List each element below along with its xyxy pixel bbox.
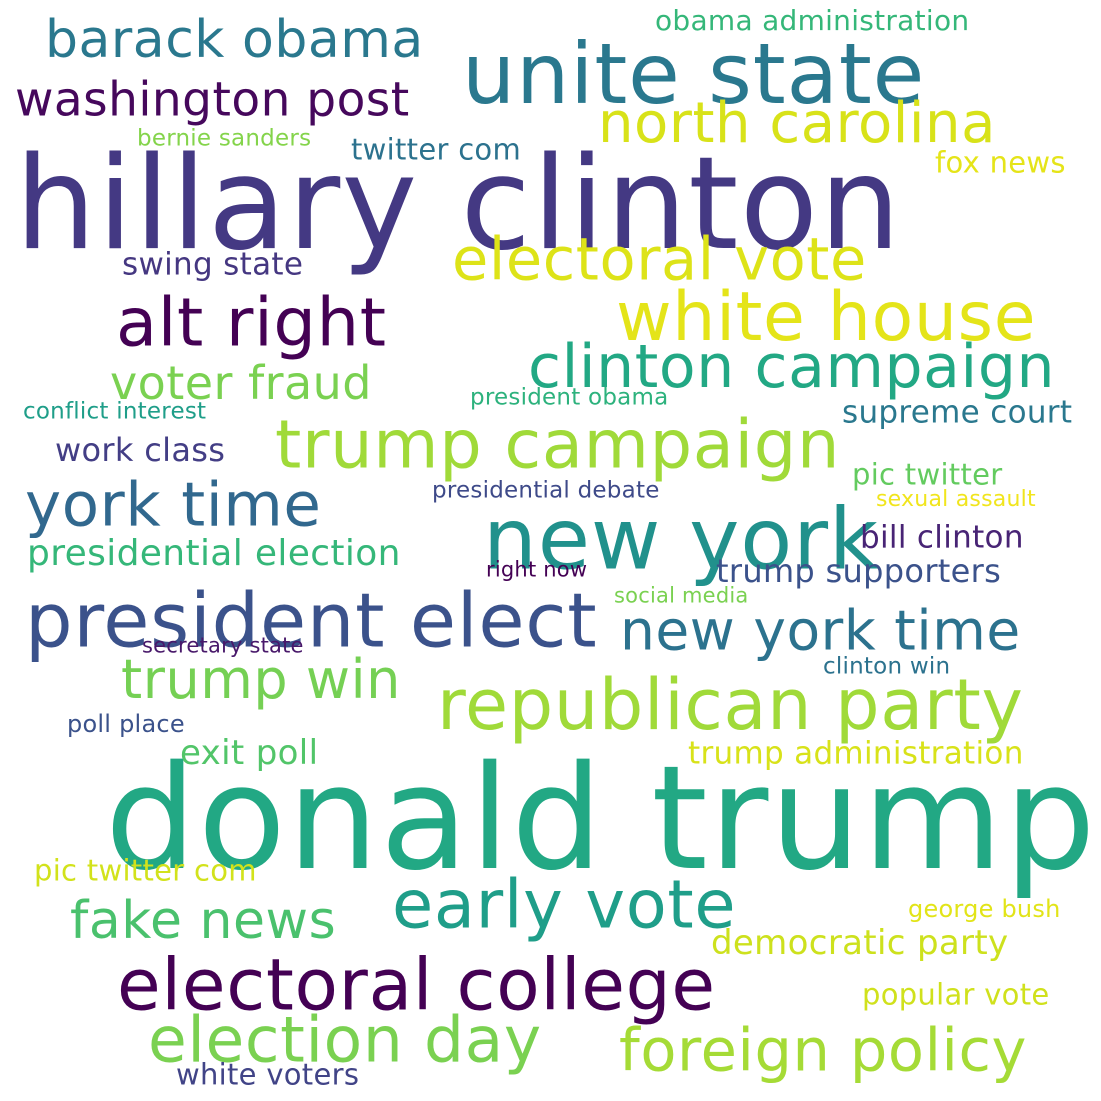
word-trump-campaign: trump campaign <box>275 405 841 484</box>
word-white-house: white house <box>616 278 1037 357</box>
word-right-now: right now <box>486 557 588 582</box>
word-election-day: election day <box>148 1003 542 1077</box>
word-hillary-clinton: hillary clinton <box>15 130 902 279</box>
word-voter-fraud: voter fraud <box>110 356 372 410</box>
word-supreme-court: supreme court <box>842 394 1073 431</box>
word-electoral-vote: electoral vote <box>452 224 867 294</box>
word-exit-poll: exit poll <box>180 733 319 773</box>
word-twitter-com: twitter com <box>351 132 521 167</box>
word-clinton-campaign: clinton campaign <box>528 332 1056 402</box>
word-democratic-party: democratic party <box>711 923 1009 963</box>
word-york-time: york time <box>25 469 322 541</box>
word-social-media: social media <box>614 583 749 608</box>
word-secretary-state: secretary state <box>142 633 304 658</box>
word-alt-right: alt right <box>116 283 387 362</box>
word-presidential-debate: presidential debate <box>432 477 660 504</box>
word-donald-trump: donald trump <box>105 734 1098 902</box>
word-trump-administration: trump administration <box>688 735 1024 772</box>
word-trump-supporters: trump supporters <box>716 552 1002 590</box>
word-fox-news: fox news <box>935 145 1066 180</box>
word-washington-post: washington post <box>15 72 410 128</box>
word-conflict-interest: conflict interest <box>23 398 207 425</box>
word-george-bush: george bush <box>908 895 1061 923</box>
word-unite-state: unite state <box>462 25 926 123</box>
word-sexual-assault: sexual assault <box>876 487 1036 512</box>
word-bill-clinton: bill clinton <box>860 519 1024 556</box>
word-foreign-policy: foreign policy <box>619 1015 1028 1085</box>
word-bernie-sanders: bernie sanders <box>137 125 312 152</box>
word-president-elect: president elect <box>25 576 598 665</box>
word-pic-twitter: pic twitter <box>852 457 1003 492</box>
word-white-voters: white voters <box>176 1057 360 1092</box>
word-fake-news: fake news <box>70 891 337 951</box>
word-republican-party: republican party <box>437 664 1024 746</box>
word-clinton-win: clinton win <box>823 653 951 680</box>
word-work-class: work class <box>55 431 226 469</box>
word-popular-vote: popular vote <box>862 977 1050 1012</box>
word-swing-state: swing state <box>122 246 304 283</box>
word-new-york-time: new york time <box>620 598 1021 663</box>
word-electoral-college: electoral college <box>117 943 716 1027</box>
word-north-carolina: north carolina <box>598 91 996 156</box>
word-trump-win: trump win <box>121 648 401 711</box>
word-obama-administration: obama administration <box>655 4 970 37</box>
word-president-obama: president obama <box>470 384 669 411</box>
word-presidential-election: presidential election <box>27 533 401 574</box>
word-early-vote: early vote <box>392 865 737 944</box>
word-poll-place: poll place <box>67 710 185 738</box>
word-pic-twitter-com: pic twitter com <box>34 853 257 888</box>
word-new-york: new york <box>483 490 879 590</box>
word-barack-obama: barack obama <box>45 10 424 70</box>
